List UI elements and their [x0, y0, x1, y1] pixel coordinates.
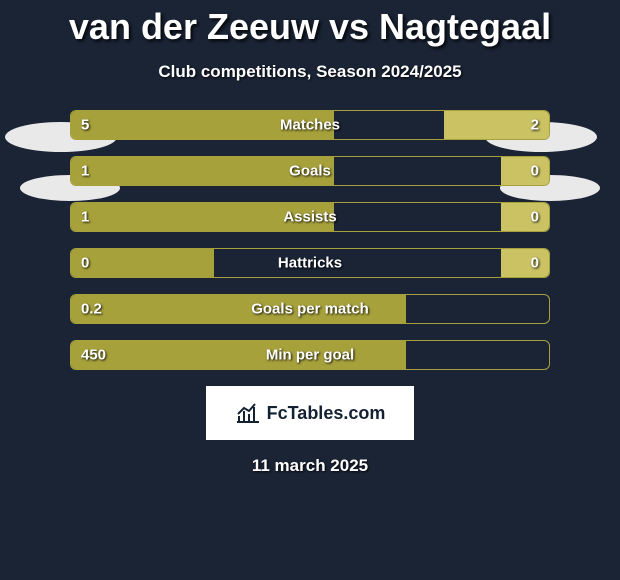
right-value: 0: [531, 163, 539, 180]
left-value: 0.2: [81, 301, 102, 318]
brand-text: FcTables.com: [267, 403, 386, 424]
subtitle: Club competitions, Season 2024/2025: [0, 62, 620, 82]
left-value: 1: [81, 209, 89, 226]
left-value: 450: [81, 347, 106, 364]
chart-row: Matches 5 2: [70, 110, 550, 140]
stat-label: Goals per match: [251, 301, 369, 318]
stat-label: Assists: [283, 209, 336, 226]
right-value: 0: [531, 255, 539, 272]
left-bar-fill: [71, 249, 214, 277]
chart-row: Goals per match 0.2: [70, 294, 550, 324]
right-bar-fill: [501, 157, 549, 185]
right-bar-fill: [501, 203, 549, 231]
stat-label: Min per goal: [266, 347, 354, 364]
left-bar-fill: [71, 341, 406, 369]
left-value: 5: [81, 117, 89, 134]
right-bar-fill: [501, 249, 549, 277]
brand-box[interactable]: FcTables.com: [206, 386, 414, 440]
page-title: van der Zeeuw vs Nagtegaal: [0, 0, 620, 48]
date-label: 11 march 2025: [0, 456, 620, 476]
brand-logo-icon: [235, 402, 261, 424]
stat-label: Goals: [289, 163, 331, 180]
right-value: 0: [531, 209, 539, 226]
left-value: 1: [81, 163, 89, 180]
left-value: 0: [81, 255, 89, 272]
stat-label: Hattricks: [278, 255, 342, 272]
right-value: 2: [531, 117, 539, 134]
stat-label: Matches: [280, 117, 340, 134]
chart-row: Hattricks 0 0: [70, 248, 550, 278]
comparison-chart: Matches52Goals10Assists10Hattricks00Goal…: [70, 110, 550, 370]
chart-row: Assists 1 0: [70, 202, 550, 232]
chart-row: Goals 1 0: [70, 156, 550, 186]
chart-row: Min per goal 450: [70, 340, 550, 370]
